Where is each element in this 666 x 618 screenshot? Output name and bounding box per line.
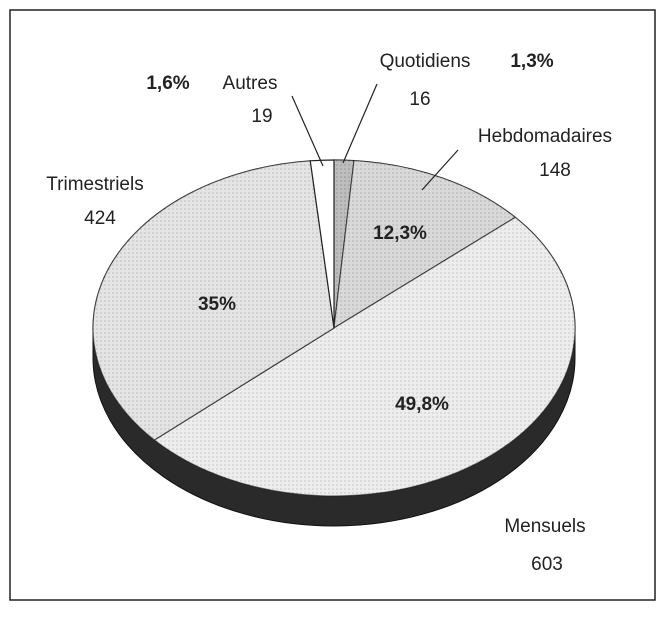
percentage-label: 49,8% — [395, 394, 449, 415]
category-label: Mensuels — [504, 516, 585, 537]
pie-slice — [309, 159, 335, 329]
percentage-label: 1,3% — [510, 51, 553, 72]
value-label: 424 — [84, 208, 116, 229]
percentage-label: 1,6% — [146, 73, 189, 94]
category-label: Autres — [223, 73, 278, 94]
category-label: Hebdomadaires — [478, 126, 612, 147]
leader-line — [421, 149, 459, 191]
value-label: 603 — [531, 554, 563, 575]
slice-texture — [154, 217, 576, 497]
category-label: Quotidiens — [380, 51, 471, 72]
slice-texture — [93, 160, 335, 440]
value-label: 19 — [251, 106, 272, 127]
leader-line — [342, 83, 378, 164]
leader-line — [291, 95, 324, 167]
percentage-label: 12,3% — [373, 223, 427, 244]
value-label: 16 — [409, 89, 430, 110]
value-label: 148 — [539, 160, 571, 181]
category-label: Trimestriels — [46, 174, 143, 195]
slice-texture — [334, 160, 516, 328]
percentage-label: 35% — [198, 294, 236, 315]
